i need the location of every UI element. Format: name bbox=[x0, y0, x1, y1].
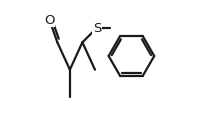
Text: O: O bbox=[44, 14, 54, 27]
Text: S: S bbox=[92, 22, 101, 35]
